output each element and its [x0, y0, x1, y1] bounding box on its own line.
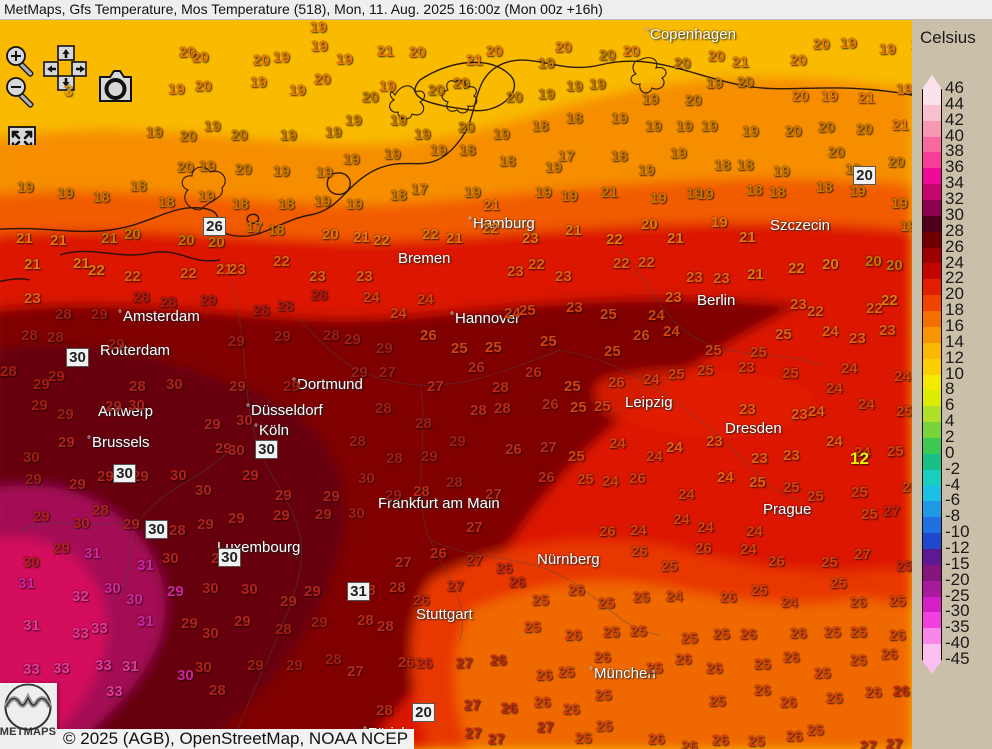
- svg-text:METMAPS: METMAPS: [0, 726, 56, 738]
